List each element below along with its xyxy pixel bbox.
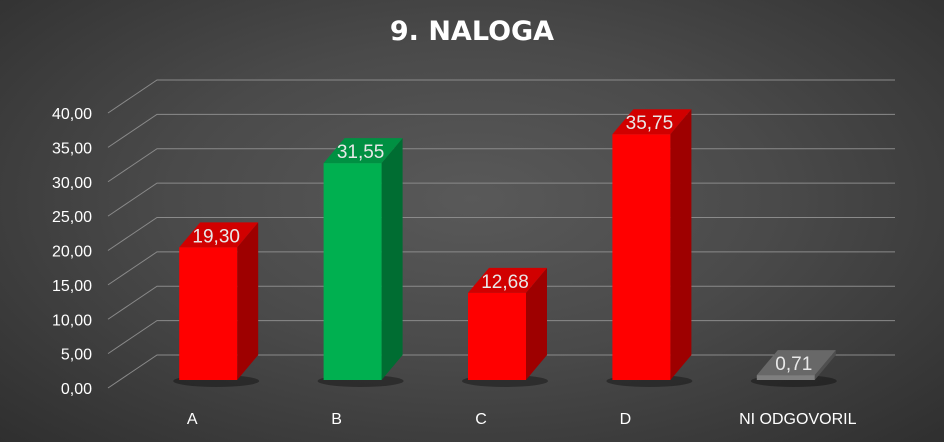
bar-value-label: 12,68 — [481, 272, 529, 293]
bar-side — [237, 222, 259, 380]
y-tick-label: 5,00 — [61, 347, 92, 364]
y-tick-label: 25,00 — [52, 209, 92, 226]
y-tick-label: 40,00 — [52, 106, 92, 123]
bar-value-label: 19,30 — [192, 226, 240, 247]
bar-d: 35,75 — [606, 109, 693, 387]
bar-side — [381, 138, 403, 380]
bar-front — [323, 163, 382, 380]
bar-top — [323, 138, 403, 164]
y-tick-label: 15,00 — [52, 278, 92, 295]
bar-front — [179, 247, 238, 380]
gridline — [107, 148, 895, 183]
x-category-label: D — [620, 411, 632, 428]
y-tick-label: 35,00 — [52, 140, 92, 157]
bar-value-label: 31,55 — [337, 142, 385, 163]
x-axis-categories: A B C D NI ODGOVORIL — [187, 411, 857, 428]
x-category-label: C — [475, 411, 487, 428]
bar-top — [468, 267, 547, 293]
bar-front — [612, 134, 671, 380]
x-category-label: NI ODGOVORIL — [739, 411, 856, 428]
bar-b: 31,55 — [317, 138, 404, 387]
bar-top — [179, 222, 259, 248]
chart-title: 9. NALOGA — [390, 16, 554, 47]
gridline — [107, 182, 895, 217]
bar-c: 12,68 — [462, 267, 548, 387]
bar-side — [526, 267, 547, 380]
bar-front — [468, 292, 526, 380]
bar-side — [814, 350, 836, 380]
y-tick-label: 30,00 — [52, 175, 92, 192]
x-category-label: B — [331, 411, 342, 428]
gridline — [107, 79, 895, 114]
y-tick-label: 10,00 — [52, 312, 92, 329]
y-tick-label: 0,00 — [61, 381, 92, 398]
bar-a: 19,30 — [173, 222, 260, 387]
bar-top — [612, 109, 692, 135]
y-tick-label: 20,00 — [52, 244, 92, 261]
grid — [107, 79, 895, 389]
bar-side — [670, 109, 692, 380]
x-category-label: A — [187, 411, 198, 428]
bar-value-label: 0,71 — [775, 354, 812, 375]
bar-top — [756, 350, 836, 376]
bars: 19,30 31,55 12,68 35,75 0,71 — [173, 109, 837, 387]
y-axis-ticks: 0,00 5,00 10,00 15,00 20,00 25,00 30,00 35,00 40… — [52, 106, 92, 398]
bar-ni-odgovoril: 0,71 — [750, 350, 837, 387]
bar-value-label: 35,75 — [626, 113, 674, 134]
gridline — [107, 113, 895, 148]
bar-front — [756, 375, 815, 380]
